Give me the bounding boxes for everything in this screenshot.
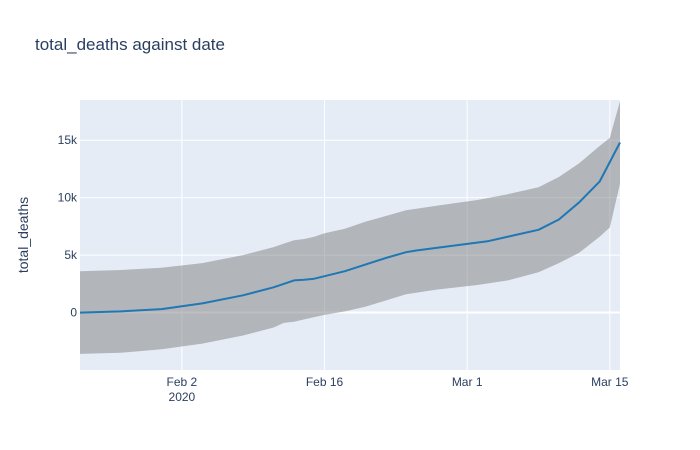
y-tick-label: 15k [58,133,78,147]
x-tick-sublabel: 2020 [169,390,196,404]
y-axis-title: total_deaths [15,197,31,273]
x-tick-label: Mar 15 [591,375,629,389]
y-tick-label: 0 [70,306,77,320]
y-tick-label: 10k [58,191,78,205]
y-tick-label: 5k [64,248,78,262]
y-axis-ticks: 0 5k 10k 15k [58,133,78,319]
plot-area [79,100,621,370]
confidence-band [80,101,620,354]
x-tick-label: Feb 16 [306,375,344,389]
chart-title: total_deaths against date [35,35,225,54]
x-tick-label: Mar 1 [452,375,483,389]
series-line [79,142,621,314]
x-tick-label: Feb 2 [167,375,198,389]
